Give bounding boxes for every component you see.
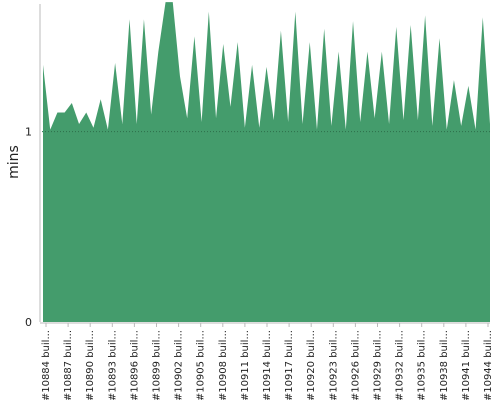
x-tick-label: #10932 buil... bbox=[395, 330, 406, 400]
x-tick-label: #10941 buil... bbox=[461, 330, 472, 400]
series-area bbox=[43, 2, 490, 322]
x-axis-ticks: #10884 buil... #10887 buil... #10890 buil.… bbox=[41, 323, 494, 400]
x-tick-label: #10887 buil... bbox=[63, 330, 74, 400]
x-tick-label: #10929 buil... bbox=[373, 330, 384, 400]
x-tick-label: #10935 buil... bbox=[417, 330, 428, 400]
x-tick-label: #10902 buil... bbox=[174, 330, 185, 400]
x-tick-label: #10914 buil... bbox=[262, 330, 273, 400]
x-tick-label: #10884 buil... bbox=[41, 330, 52, 400]
x-tick-label: #10944 buil... bbox=[483, 330, 494, 400]
y-tick-label: 0 bbox=[25, 316, 32, 329]
x-tick-label: #10923 buil... bbox=[328, 330, 339, 400]
x-tick-label: #10896 buil... bbox=[129, 330, 140, 400]
x-tick-label: #10893 buil... bbox=[107, 330, 118, 400]
x-tick-label: #10917 buil... bbox=[284, 330, 295, 400]
y-axis-ticks: 01 bbox=[25, 126, 32, 329]
x-tick-label: #10938 buil... bbox=[439, 330, 450, 400]
plot-area bbox=[39, 2, 490, 324]
x-tick-label: #10908 buil... bbox=[218, 330, 229, 400]
x-tick-label: #10899 buil... bbox=[152, 330, 163, 400]
x-tick-label: #10911 buil... bbox=[240, 330, 251, 400]
x-tick-label: #10890 buil... bbox=[85, 330, 96, 400]
y-axis-title: mins bbox=[6, 145, 22, 179]
y-tick-label: 1 bbox=[25, 126, 32, 139]
x-tick-label: #10926 buil... bbox=[350, 330, 361, 400]
x-tick-label: #10920 buil... bbox=[306, 330, 317, 400]
x-tick-label: #10905 buil... bbox=[196, 330, 207, 400]
